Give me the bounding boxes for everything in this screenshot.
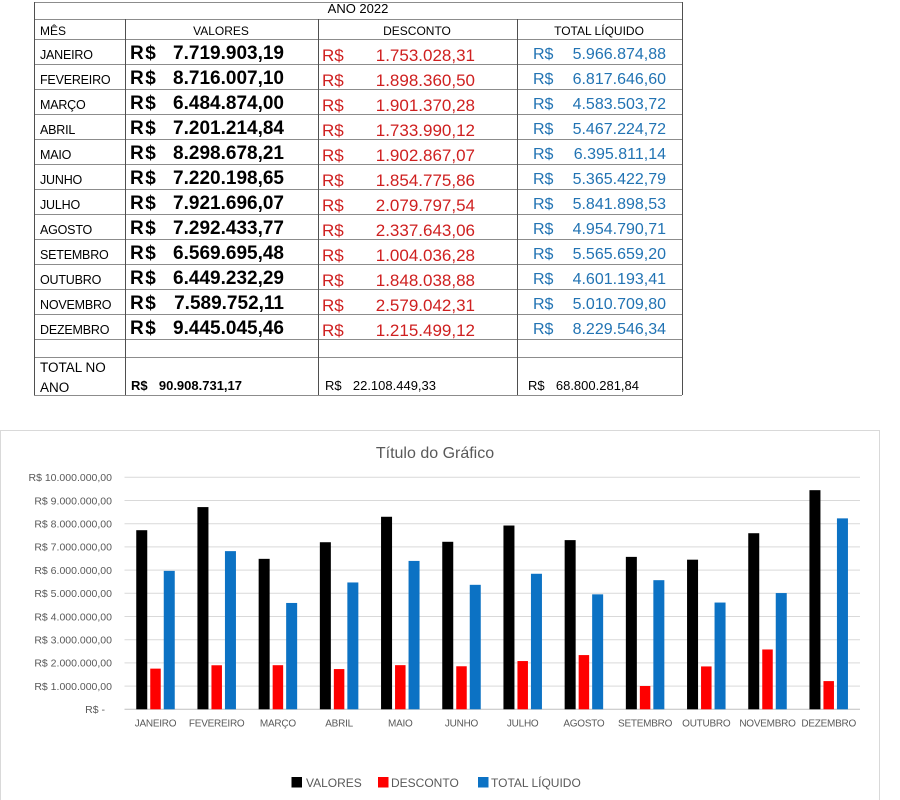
svg-text:DESCONTO: DESCONTO <box>391 776 459 790</box>
svg-text:R$ 7.000.000,00: R$ 7.000.000,00 <box>34 542 112 554</box>
svg-text:R$ 6.000.000,00: R$ 6.000.000,00 <box>34 565 112 577</box>
svg-text:OUTUBRO: OUTUBRO <box>682 719 731 730</box>
svg-text:JUNHO: JUNHO <box>445 719 479 730</box>
svg-text:R$ 1.000.000,00: R$ 1.000.000,00 <box>34 681 112 693</box>
svg-text:TOTAL LÍQUIDO: TOTAL LÍQUIDO <box>491 775 581 790</box>
svg-text:R$ 10.000.000,00: R$ 10.000.000,00 <box>29 472 113 484</box>
svg-text:R$ 5.000.000,00: R$ 5.000.000,00 <box>34 588 112 600</box>
svg-text:R$ 2.000.000,00: R$ 2.000.000,00 <box>34 658 112 670</box>
svg-text:R$ 8.000.000,00: R$ 8.000.000,00 <box>34 519 112 531</box>
svg-text:DEZEMBRO: DEZEMBRO <box>801 719 856 730</box>
svg-text:R$ 4.000.000,00: R$ 4.000.000,00 <box>34 611 112 623</box>
svg-text:MARÇO: MARÇO <box>260 719 296 730</box>
svg-text:AGOSTO: AGOSTO <box>563 719 605 730</box>
svg-text:R$ 3.000.000,00: R$ 3.000.000,00 <box>34 635 112 647</box>
svg-text:VALORES: VALORES <box>306 776 362 790</box>
svg-text:JANEIRO: JANEIRO <box>135 719 177 730</box>
svg-text:Título do Gráfico: Título do Gráfico <box>376 445 494 462</box>
svg-text:MAIO: MAIO <box>388 719 413 730</box>
svg-text:NOVEMBRO: NOVEMBRO <box>739 719 796 730</box>
svg-text:R$ -: R$ - <box>85 704 105 716</box>
svg-text:ABRIL: ABRIL <box>325 719 353 730</box>
svg-text:R$ 9.000.000,00: R$ 9.000.000,00 <box>34 495 112 507</box>
svg-text:SETEMBRO: SETEMBRO <box>618 719 673 730</box>
svg-text:JULHO: JULHO <box>507 719 539 730</box>
svg-text:FEVEREIRO: FEVEREIRO <box>189 719 245 730</box>
